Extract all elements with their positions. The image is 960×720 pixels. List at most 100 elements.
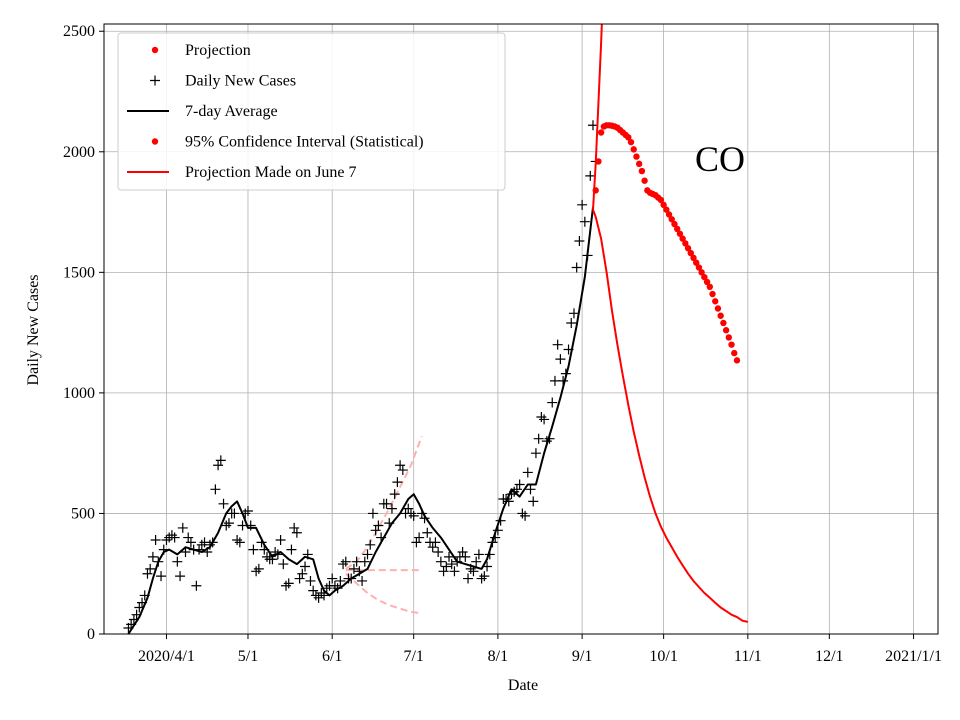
daily-case-point	[435, 556, 446, 567]
daily-case-point	[525, 484, 536, 495]
7-day-average-line	[127, 207, 594, 634]
daily-case-point	[180, 547, 191, 558]
daily-case-point	[468, 566, 479, 577]
daily-case-point	[348, 563, 359, 574]
y-tick-label: 0	[87, 626, 95, 643]
projection-point	[731, 349, 738, 357]
daily-case-point	[218, 498, 229, 509]
daily-case-point	[327, 573, 338, 584]
daily-case-point	[473, 549, 484, 560]
projection-point	[625, 134, 632, 141]
x-axis-label: Date	[508, 677, 538, 694]
legend-marker-projection	[151, 46, 159, 54]
projection-point	[728, 341, 735, 348]
daily-case-point	[221, 520, 232, 531]
projection-made-on-june-7-line	[592, 209, 749, 623]
projection-point	[671, 220, 678, 228]
plot-area	[123, 24, 749, 634]
daily-case-point	[286, 544, 297, 555]
legend-label-7-day-average: 7-day Average	[185, 103, 278, 120]
legend-label-projection-made-on-june-7: Projection Made on June 7	[185, 164, 357, 181]
projection-point	[641, 177, 648, 184]
daily-case-point	[438, 566, 449, 577]
daily-case-point	[587, 120, 598, 131]
projection-point	[720, 319, 727, 327]
daily-case-point	[300, 561, 311, 572]
daily-case-point	[150, 534, 161, 545]
projection-point	[733, 357, 741, 364]
projection-point	[687, 249, 694, 257]
daily-case-point	[381, 498, 392, 509]
daily-case-point	[242, 506, 253, 517]
legend-label-95-confidence-interval-statistical: 95% Confidence Interval (Statistical)	[185, 134, 424, 151]
daily-case-point	[191, 580, 202, 591]
projection-point	[722, 327, 730, 334]
daily-case-point	[329, 580, 340, 591]
projection-point	[679, 235, 686, 242]
projection-point	[693, 259, 700, 266]
daily-case-point	[319, 590, 330, 601]
daily-case-point	[422, 527, 433, 538]
daily-case-point	[405, 508, 416, 519]
projection-point	[684, 245, 692, 252]
projection-point	[638, 167, 646, 175]
daily-case-point	[479, 571, 490, 582]
x-tick-label: 11/1	[734, 648, 762, 665]
daily-case-point	[397, 465, 408, 476]
projection-point	[635, 160, 643, 168]
projection-upper-bound-line	[592, 24, 603, 210]
daily-case-point	[357, 575, 368, 586]
june-7-lower-band-line	[345, 572, 422, 615]
y-tick-label: 1500	[63, 264, 95, 281]
y-tick-label: 2000	[63, 144, 95, 161]
daily-case-point	[156, 571, 167, 582]
x-tick-label: 12/1	[815, 648, 843, 665]
daily-case-point	[210, 484, 221, 495]
y-tick-label: 1000	[63, 385, 95, 402]
daily-case-point	[373, 520, 384, 531]
daily-case-point	[395, 460, 406, 471]
daily-case-point	[294, 573, 305, 584]
daily-case-point	[291, 527, 302, 538]
projection-point	[714, 305, 722, 312]
daily-case-point	[574, 235, 585, 246]
projection-point	[703, 278, 711, 286]
daily-case-point	[289, 522, 300, 533]
daily-case-point	[547, 397, 558, 408]
projection-point	[698, 269, 705, 276]
daily-case-point	[183, 532, 194, 543]
y-tick-label: 500	[71, 505, 95, 522]
daily-case-point	[283, 578, 294, 589]
projection-point	[597, 129, 605, 136]
daily-case-point	[335, 575, 346, 586]
projection-point	[682, 240, 689, 247]
projection-point	[665, 211, 673, 218]
projection-point	[657, 196, 665, 204]
daily-case-point	[340, 556, 351, 567]
daily-case-point	[511, 484, 522, 495]
daily-case-point	[232, 534, 243, 545]
daily-case-point	[313, 592, 324, 603]
projection-point	[668, 216, 675, 223]
daily-case-point	[166, 530, 177, 541]
daily-case-point	[476, 573, 487, 584]
daily-case-point	[305, 575, 316, 586]
daily-case-point	[161, 534, 172, 545]
projection-point	[630, 146, 637, 153]
daily-case-point	[359, 556, 370, 567]
x-tick-label: 8/1	[488, 648, 508, 665]
legend-label-projection: Projection	[185, 42, 251, 59]
projection-point	[663, 206, 670, 213]
daily-case-point	[446, 559, 457, 570]
x-tick-label: 6/1	[322, 648, 342, 665]
daily-case-point	[175, 571, 186, 582]
daily-case-point	[585, 170, 596, 181]
daily-case-point	[460, 551, 471, 562]
daily-case-point	[411, 537, 422, 548]
daily-case-point	[275, 534, 286, 545]
legend: Projection Daily New Cases 7-day Average 95…	[117, 32, 506, 191]
legend-label-daily-new-cases: Daily New Cases	[185, 73, 296, 90]
daily-case-point	[392, 477, 403, 488]
daily-case-point	[528, 496, 539, 507]
daily-case-point	[338, 559, 349, 570]
